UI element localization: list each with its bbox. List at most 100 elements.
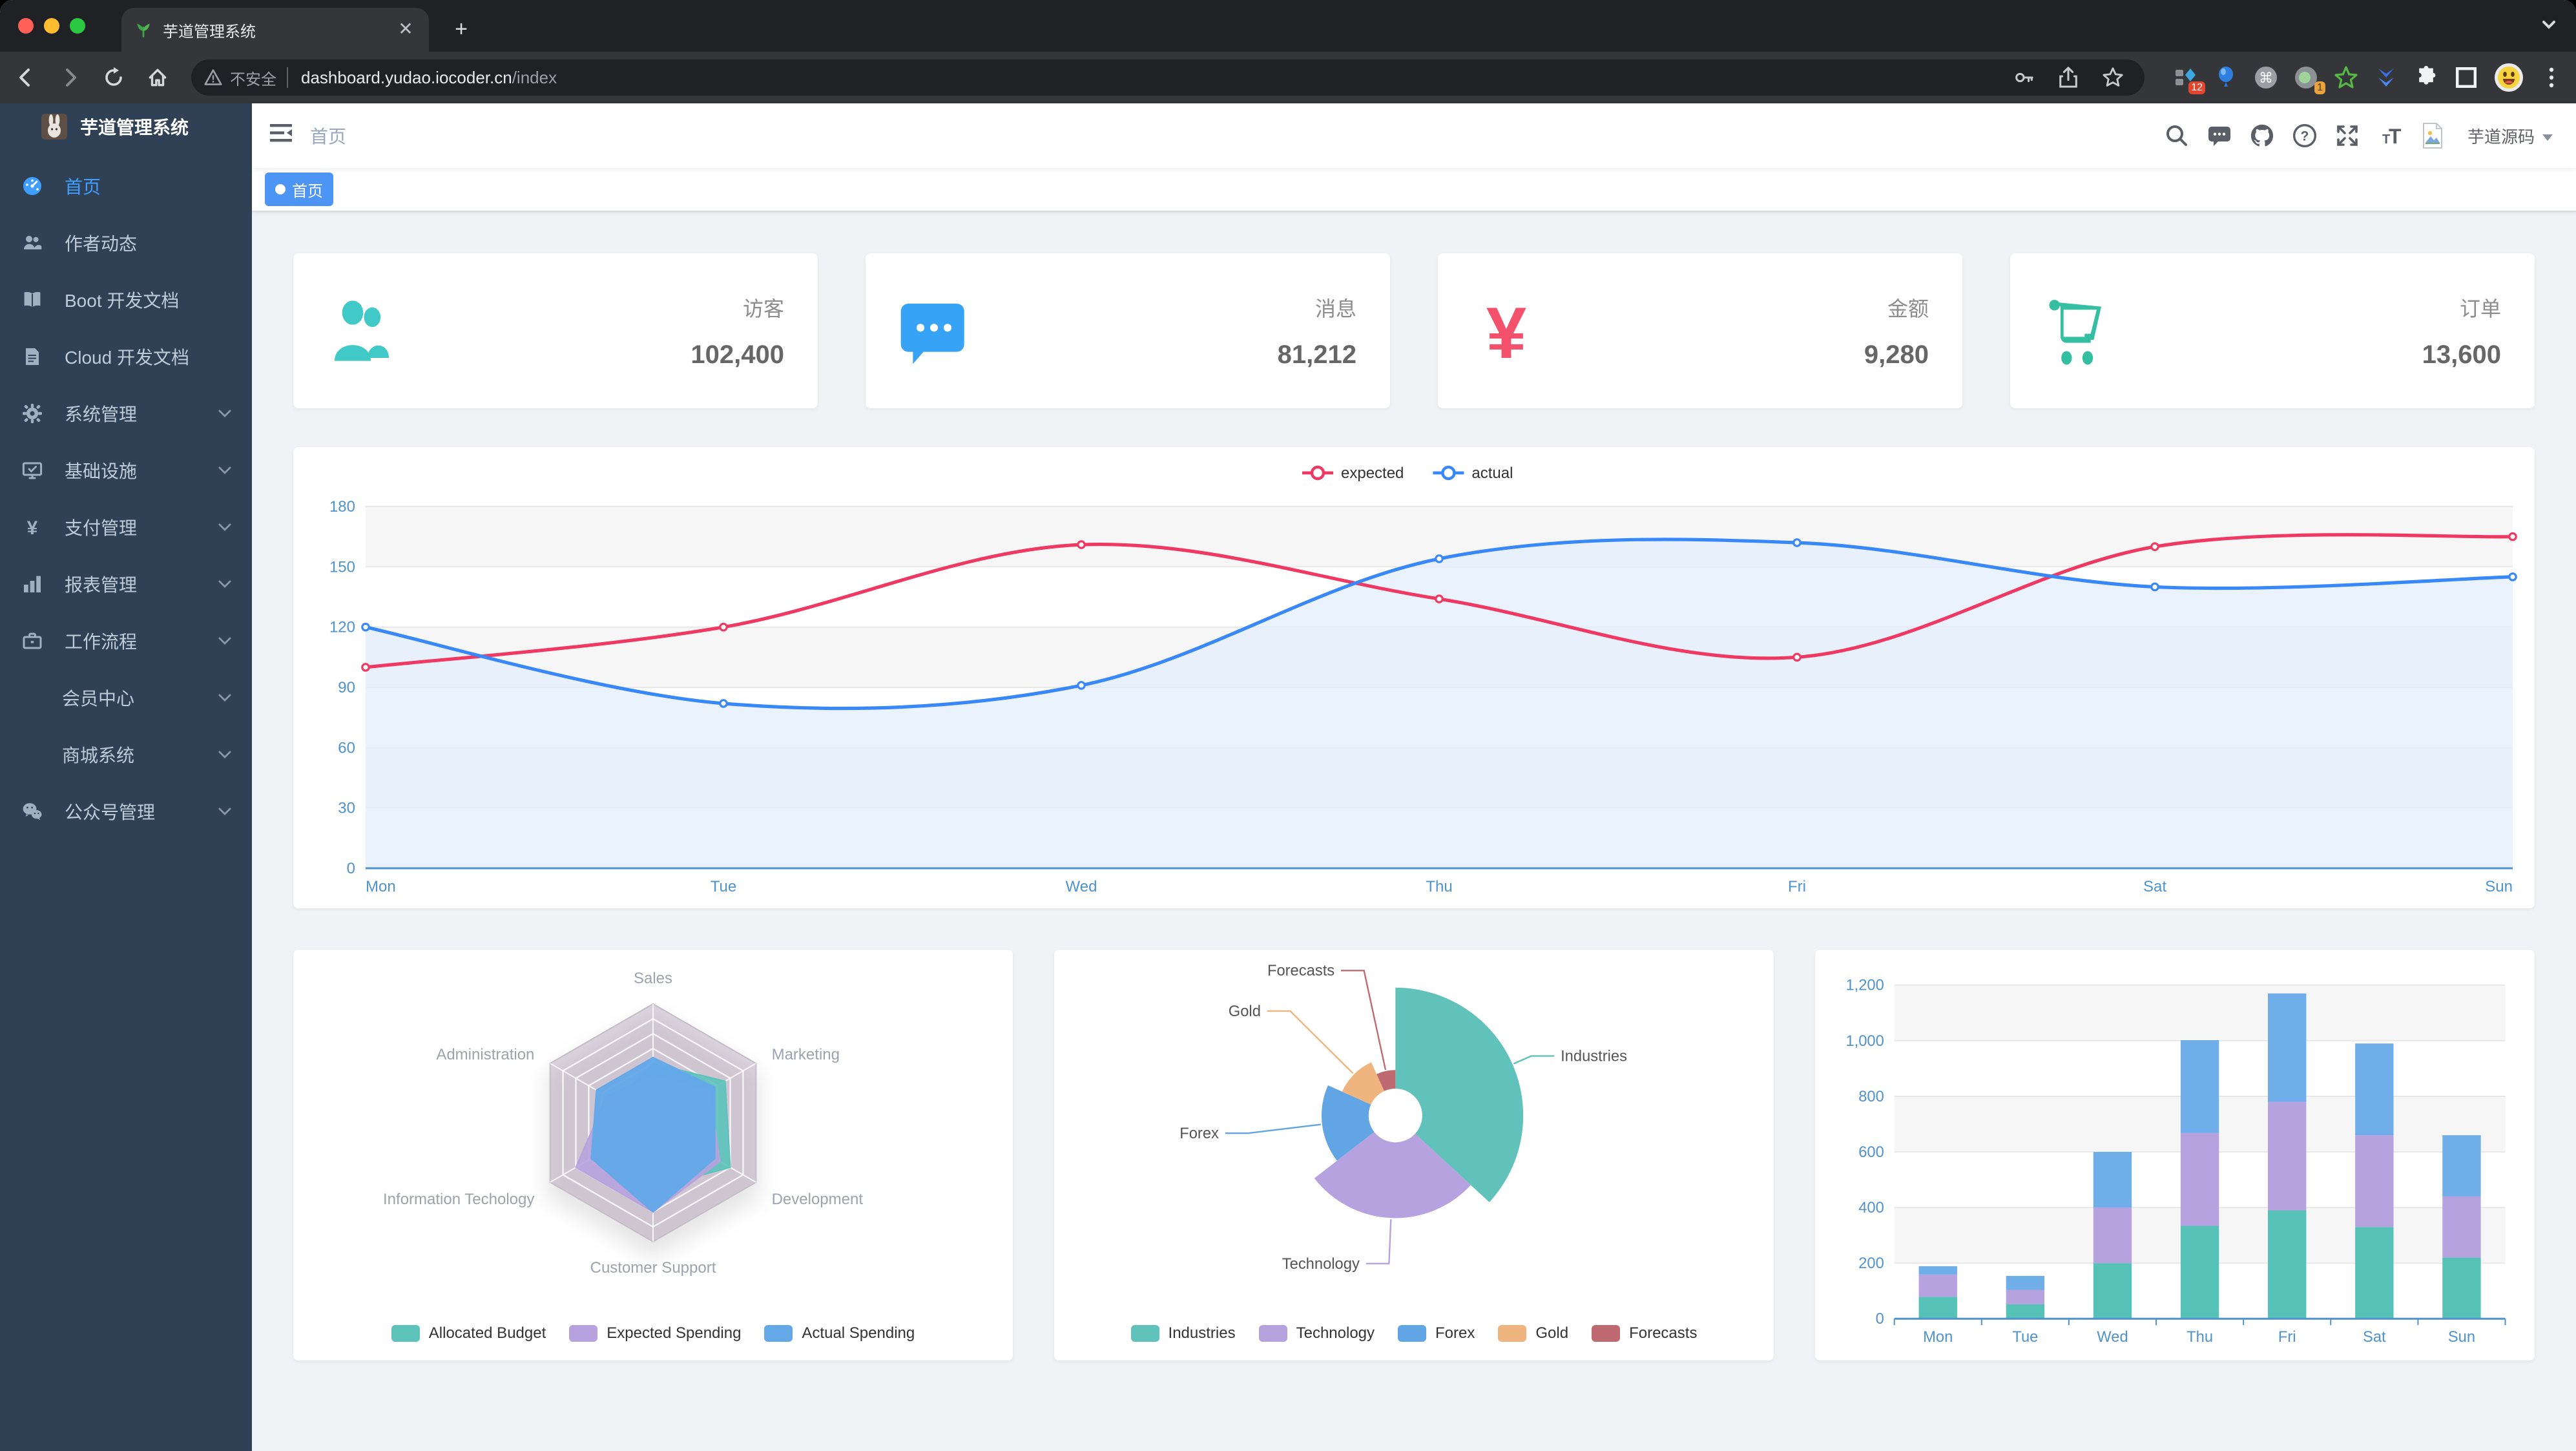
sidebar-item-member[interactable]: 会员中心 bbox=[0, 669, 252, 726]
fullscreen-icon[interactable] bbox=[2332, 120, 2363, 151]
sidebar-item-mall[interactable]: 商城系统 bbox=[0, 726, 252, 783]
password-key-icon[interactable] bbox=[2013, 67, 2035, 89]
bar-chart[interactable]: 0 200 400 600 800 1,000 1,200 Mon Tue Wed Thu Fri Sa… bbox=[1815, 950, 2535, 1361]
reload-button[interactable] bbox=[96, 59, 132, 96]
stat-card-amount[interactable]: ¥ 金额 9,280 bbox=[1438, 253, 1962, 408]
help-icon[interactable]: ? bbox=[2289, 120, 2320, 151]
sidebar-item-boot-docs[interactable]: Boot 开发文档 bbox=[0, 271, 252, 328]
stat-value: 9,280 bbox=[1864, 340, 1929, 369]
user-menu[interactable]: 芋道源码 bbox=[2467, 124, 2553, 148]
sidebar-logo[interactable]: 芋道管理系统 bbox=[0, 103, 252, 150]
svg-text:Technology: Technology bbox=[1282, 1256, 1360, 1273]
traffic-lights[interactable] bbox=[18, 18, 85, 34]
sidebar-item-payment[interactable]: ¥ 支付管理 bbox=[0, 499, 252, 556]
sidebar-item-home[interactable]: 首页 bbox=[0, 158, 252, 214]
minimize-window-button[interactable] bbox=[44, 18, 59, 34]
browser-toolbar: 不安全 dashboard.yudao.iocoder.cn/index 12 … bbox=[0, 52, 2576, 103]
browser-menu-icon[interactable] bbox=[2540, 66, 2563, 89]
chevron-down-icon bbox=[218, 523, 231, 531]
tag-home[interactable]: 首页 bbox=[265, 172, 333, 206]
browser-tab[interactable]: 芋道管理系统 ✕ bbox=[121, 8, 429, 52]
tab-search-chevron-icon[interactable] bbox=[2540, 16, 2558, 34]
extension-star-icon[interactable] bbox=[2334, 66, 2358, 89]
hamburger-toggle[interactable] bbox=[252, 123, 310, 148]
monitor-icon bbox=[22, 462, 43, 479]
tab-title: 芋道管理系统 bbox=[163, 23, 256, 41]
sidebar-item-author[interactable]: 作者动态 bbox=[0, 214, 252, 271]
avatar[interactable] bbox=[2417, 120, 2448, 151]
close-window-button[interactable] bbox=[18, 18, 34, 34]
extension-tampermonkey-icon[interactable]: 12 bbox=[2174, 66, 2205, 94]
profile-avatar[interactable] bbox=[2495, 63, 2523, 92]
tab-close-icon[interactable]: ✕ bbox=[398, 19, 413, 39]
svg-text:180: 180 bbox=[329, 498, 355, 516]
svg-text:¥: ¥ bbox=[27, 517, 38, 538]
stat-card-messages[interactable]: 消息 81,212 bbox=[866, 253, 1390, 408]
extension-balloon-icon[interactable] bbox=[2214, 66, 2238, 89]
legend-item[interactable]: Technology bbox=[1258, 1324, 1375, 1342]
stat-value: 81,212 bbox=[1277, 340, 1356, 369]
sidebar-item-workflow[interactable]: 工作流程 bbox=[0, 612, 252, 669]
favicon-leaf-icon bbox=[137, 23, 150, 37]
line-chart-card: 0 30 60 90 120 150 180 Mon Tue Wed Thu Fri Sat Sun exp… bbox=[293, 447, 2535, 908]
extension-command-icon[interactable]: ⌘ bbox=[2254, 66, 2278, 89]
search-icon[interactable] bbox=[2161, 120, 2192, 151]
share-icon[interactable] bbox=[2058, 67, 2079, 89]
legend-swatch bbox=[569, 1325, 598, 1342]
legend-item[interactable]: Allocated Budget bbox=[391, 1324, 546, 1342]
legend-item[interactable]: Actual Spending bbox=[764, 1324, 915, 1342]
bookmark-star-icon[interactable] bbox=[2102, 67, 2124, 89]
extension-chevrons-icon[interactable] bbox=[2374, 66, 2398, 89]
radar-chart[interactable]: Sales Administration Information Techology… bbox=[293, 950, 1013, 1361]
sidebar-item-system[interactable]: 系统管理 bbox=[0, 385, 252, 442]
svg-text:Wed: Wed bbox=[1066, 878, 1097, 895]
svg-text:Mon: Mon bbox=[1923, 1329, 1953, 1346]
sidebar-item-reports[interactable]: 报表管理 bbox=[0, 556, 252, 612]
sidebar-menu: 首页 作者动态 Boot 开发文档 Cloud 开发文档 系统管理 bbox=[0, 150, 252, 840]
legend-swatch bbox=[1398, 1325, 1427, 1342]
legend-item[interactable]: Expected Spending bbox=[569, 1324, 741, 1342]
legend-item[interactable]: Gold bbox=[1498, 1324, 1568, 1342]
legend-item[interactable]: Forecasts bbox=[1592, 1324, 1697, 1342]
legend-label: Forex bbox=[1435, 1324, 1475, 1342]
svg-text:actual: actual bbox=[1471, 465, 1513, 482]
message-icon[interactable] bbox=[2204, 120, 2235, 151]
stat-card-orders[interactable]: 订单 13,600 bbox=[2010, 253, 2535, 408]
extension-badge: 1 bbox=[2314, 81, 2325, 94]
legend-item[interactable]: Industries bbox=[1130, 1324, 1236, 1342]
pie-chart[interactable]: Industries Technology Forex Gold Forecasts bbox=[1054, 950, 1774, 1361]
github-icon[interactable] bbox=[2247, 120, 2278, 151]
svg-text:1,000: 1,000 bbox=[1845, 1033, 1884, 1050]
money-icon: ¥ bbox=[1486, 295, 1526, 367]
home-button[interactable] bbox=[140, 59, 176, 96]
security-label[interactable]: 不安全 bbox=[230, 70, 276, 89]
sidepanel-icon[interactable] bbox=[2455, 66, 2478, 89]
svg-text:200: 200 bbox=[1858, 1255, 1884, 1272]
sidebar-item-cloud-docs[interactable]: Cloud 开发文档 bbox=[0, 328, 252, 385]
address-bar[interactable]: 不安全 dashboard.yudao.iocoder.cn/index bbox=[191, 59, 2145, 96]
extensions-puzzle-icon[interactable] bbox=[2415, 66, 2438, 89]
forward-button[interactable] bbox=[52, 59, 88, 96]
svg-text:?: ? bbox=[2301, 129, 2309, 144]
zoom-window-button[interactable] bbox=[70, 18, 85, 34]
svg-text:Sun: Sun bbox=[2448, 1329, 2475, 1346]
url-host[interactable]: dashboard.yudao.iocoder.cn bbox=[301, 67, 512, 87]
legend-swatch bbox=[764, 1325, 793, 1342]
extension-recorder-icon[interactable]: 1 bbox=[2294, 66, 2325, 94]
stat-value: 13,600 bbox=[2422, 340, 2501, 369]
new-tab-button[interactable]: + bbox=[455, 17, 468, 41]
stat-card-visitors[interactable]: 访客 102,400 bbox=[293, 253, 818, 408]
breadcrumb[interactable]: 首页 bbox=[310, 127, 347, 147]
back-button[interactable] bbox=[8, 59, 44, 96]
line-chart[interactable]: 0 30 60 90 120 150 180 Mon Tue Wed Thu Fri Sat Sun exp… bbox=[293, 447, 2535, 908]
legend-item[interactable]: Forex bbox=[1398, 1324, 1475, 1342]
svg-text:Sun: Sun bbox=[2485, 878, 2513, 895]
svg-text:Tue: Tue bbox=[2012, 1329, 2038, 1346]
svg-text:Industries: Industries bbox=[1561, 1049, 1627, 1065]
pie-chart-card: Industries Technology Forex Gold Forecasts I… bbox=[1054, 950, 1774, 1361]
sidebar-item-infra[interactable]: 基础设施 bbox=[0, 442, 252, 499]
svg-text:Thu: Thu bbox=[2186, 1329, 2213, 1346]
sidebar-item-wechat-mp[interactable]: 公众号管理 bbox=[0, 783, 252, 840]
url-path[interactable]: /index bbox=[512, 67, 557, 87]
